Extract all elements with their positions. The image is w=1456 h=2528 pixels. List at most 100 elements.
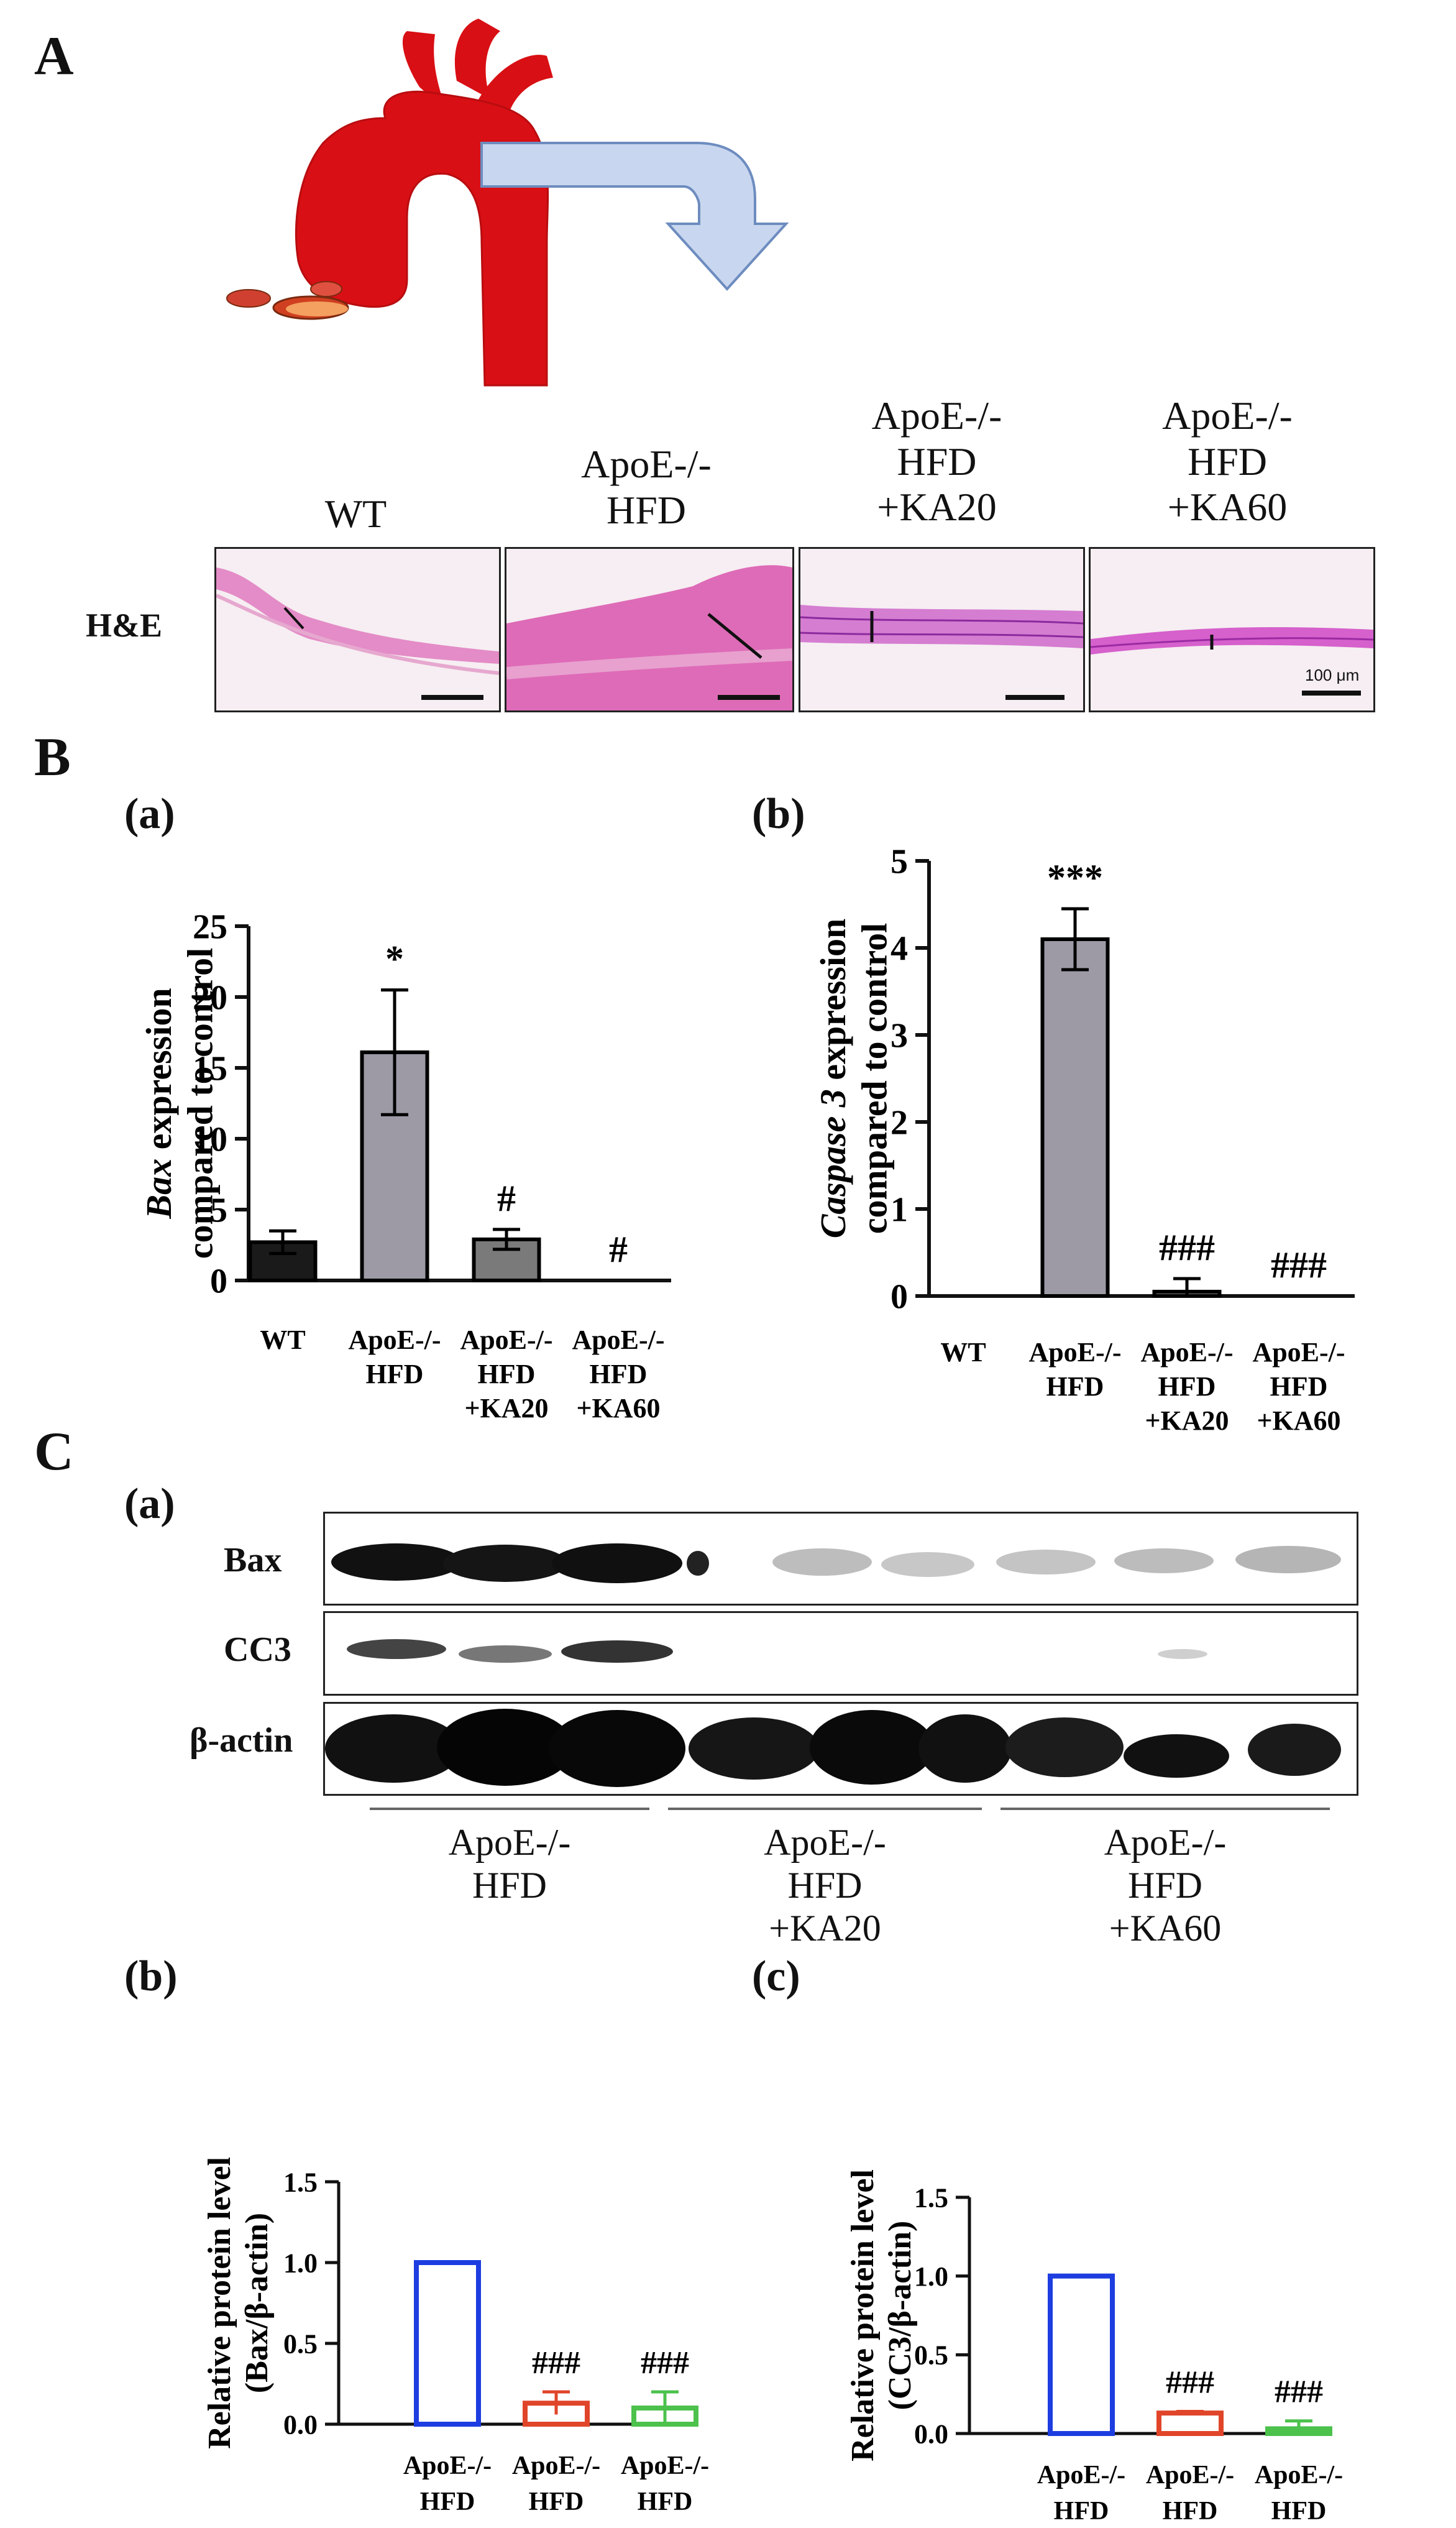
bar	[414, 2260, 481, 2427]
significance-mark: #	[497, 1178, 516, 1219]
y-tick-label: 2	[891, 1104, 908, 1142]
significance-mark: #	[609, 1229, 628, 1270]
blot-group-hfd: ApoE-/- HFD	[370, 1821, 649, 1907]
x-tick-label: HFD	[1046, 1371, 1104, 1402]
y-axis-title-line: (CC3/β-actin)	[882, 2221, 918, 2411]
blot-group-line: ApoE-/-	[1104, 1822, 1227, 1863]
blot-row-label-actin: β-actin	[190, 1721, 293, 1760]
blot-group-line: HFD	[472, 1865, 547, 1906]
he-group-line: HFD	[1187, 439, 1268, 484]
he-image-ka20	[799, 547, 1085, 712]
y-axis-title-line: (Bax/β-actin)	[239, 2213, 275, 2393]
x-tick-label: ApoE-/-	[1252, 1337, 1345, 1367]
y-axis-title-line: Relative protein level	[202, 2157, 237, 2449]
x-tick-label: HFD	[1163, 2497, 1218, 2524]
he-group-header-hfd: ApoE-/- HFD	[503, 441, 789, 533]
y-axis-title-line: compared to control	[180, 948, 221, 1259]
y-tick-label: 1.5	[283, 2167, 318, 2197]
scale-bar	[421, 695, 483, 700]
curved-arrow-icon	[480, 142, 789, 291]
significance-mark: ###	[1166, 2365, 1214, 2401]
he-row-label: H&E	[86, 607, 163, 644]
x-tick-label: HFD	[420, 2488, 475, 2516]
y-tick-label: 5	[891, 843, 908, 881]
x-tick-label: ApoE-/-	[572, 1325, 664, 1355]
x-tick-label: HFD	[590, 1359, 648, 1389]
x-tick-label: HFD	[478, 1359, 536, 1389]
y-axis-title-line: Caspase 3 expression	[813, 919, 853, 1239]
he-group-line: +KA20	[877, 485, 997, 530]
scale-bar-text: 100 μm	[1305, 666, 1360, 684]
panel-label-c: C	[34, 1422, 74, 1482]
x-tick-label: ApoE-/-	[1028, 1337, 1121, 1367]
scale-bar	[718, 695, 780, 700]
blot-row-label-bax: Bax	[224, 1541, 282, 1579]
he-image-hfd	[505, 547, 794, 712]
panel-label-b: B	[34, 727, 71, 788]
x-tick-label: HFD	[529, 2488, 584, 2516]
y-tick-label: 0.0	[283, 2409, 318, 2440]
x-tick-label: ApoE-/-	[1037, 2461, 1125, 2489]
he-image-ka60: 100 μm	[1089, 547, 1375, 712]
y-axis-title-line: Bax expression	[139, 988, 179, 1219]
y-tick-label: 4	[891, 930, 908, 968]
he-group-line: ApoE-/-	[1162, 393, 1293, 438]
panel-label-a: A	[34, 26, 74, 86]
he-group-line: +KA60	[1167, 485, 1288, 530]
blot-row-label-cc3: CC3	[224, 1630, 291, 1669]
blot-group-line: +KA20	[769, 1908, 881, 1949]
he-group-header-ka60: ApoE-/- HFD +KA60	[1084, 393, 1370, 530]
bar	[1048, 2273, 1115, 2436]
he-group-header-wt: WT	[214, 491, 497, 537]
significance-mark: ###	[1159, 1227, 1215, 1268]
y-axis-title: Caspase 3 expression compared to control	[813, 919, 895, 1239]
y-tick-label: 1.0	[914, 2261, 948, 2292]
blot-group-line: HFD	[787, 1865, 863, 1906]
he-group-line: WT	[324, 492, 387, 536]
x-tick-label: ApoE-/-	[1146, 2461, 1234, 2489]
x-tick-label: HFD	[1054, 2497, 1109, 2524]
y-axis-title: Bax expression compared to control	[139, 948, 221, 1259]
x-tick-label: HFD	[1270, 1371, 1328, 1402]
he-group-line: HFD	[606, 487, 687, 532]
y-tick-label: 0.5	[283, 2328, 318, 2359]
y-tick-label: 0.5	[914, 2340, 948, 2371]
blot-group-line: HFD	[1127, 1865, 1203, 1906]
he-group-header-ka20: ApoE-/- HFD +KA20	[795, 393, 1078, 530]
significance-mark: ###	[532, 2345, 580, 2381]
bar	[1040, 937, 1110, 1298]
blot-group-ka60: ApoE-/- HFD +KA60	[1000, 1821, 1330, 1950]
y-axis-title: Relative protein level (CC3/β-actin)	[845, 2169, 918, 2461]
significance-mark: *	[385, 939, 404, 980]
y-tick-label: 25	[193, 908, 227, 947]
y-tick-label: 15	[193, 1050, 227, 1088]
subpanel-label-bb: (b)	[752, 790, 805, 838]
scale-bar	[1005, 695, 1065, 700]
subpanel-label-cb: (b)	[124, 1952, 178, 2000]
x-tick-label: WT	[260, 1325, 305, 1355]
x-tick-label: ApoE-/-	[1255, 2461, 1343, 2489]
y-axis-title: Relative protein level (Bax/β-actin)	[202, 2157, 275, 2449]
x-tick-label: HFD	[366, 1359, 424, 1389]
x-tick-label: +KA20	[1145, 1405, 1229, 1436]
scale-bar	[1302, 691, 1361, 696]
blot-group-line: +KA60	[1109, 1908, 1222, 1949]
blot-strip-actin	[323, 1702, 1358, 1796]
y-tick-label: 0.0	[914, 2419, 948, 2449]
y-tick-label: 20	[193, 979, 227, 1018]
blot-group-lines	[370, 1808, 1330, 1810]
significance-mark: ###	[1271, 1244, 1327, 1285]
blot-strip-bax	[323, 1512, 1358, 1606]
y-tick-label: 0	[210, 1262, 227, 1301]
bar	[1156, 2411, 1224, 2436]
blot-strip-cc3	[323, 1611, 1358, 1696]
blot-group-line: ApoE-/-	[448, 1822, 571, 1863]
bax-protein-chart: 0.0 0.5 1.0 1.5 Relative protein level (Bax/β…	[202, 2157, 709, 2516]
x-tick-label: ApoE-/-	[403, 2452, 492, 2480]
x-tick-label: HFD	[1271, 2497, 1327, 2524]
y-tick-label: 1	[891, 1191, 908, 1230]
subpanel-label-ca: (a)	[124, 1480, 175, 1528]
he-image-wt	[214, 547, 501, 712]
x-tick-label: HFD	[638, 2488, 693, 2516]
